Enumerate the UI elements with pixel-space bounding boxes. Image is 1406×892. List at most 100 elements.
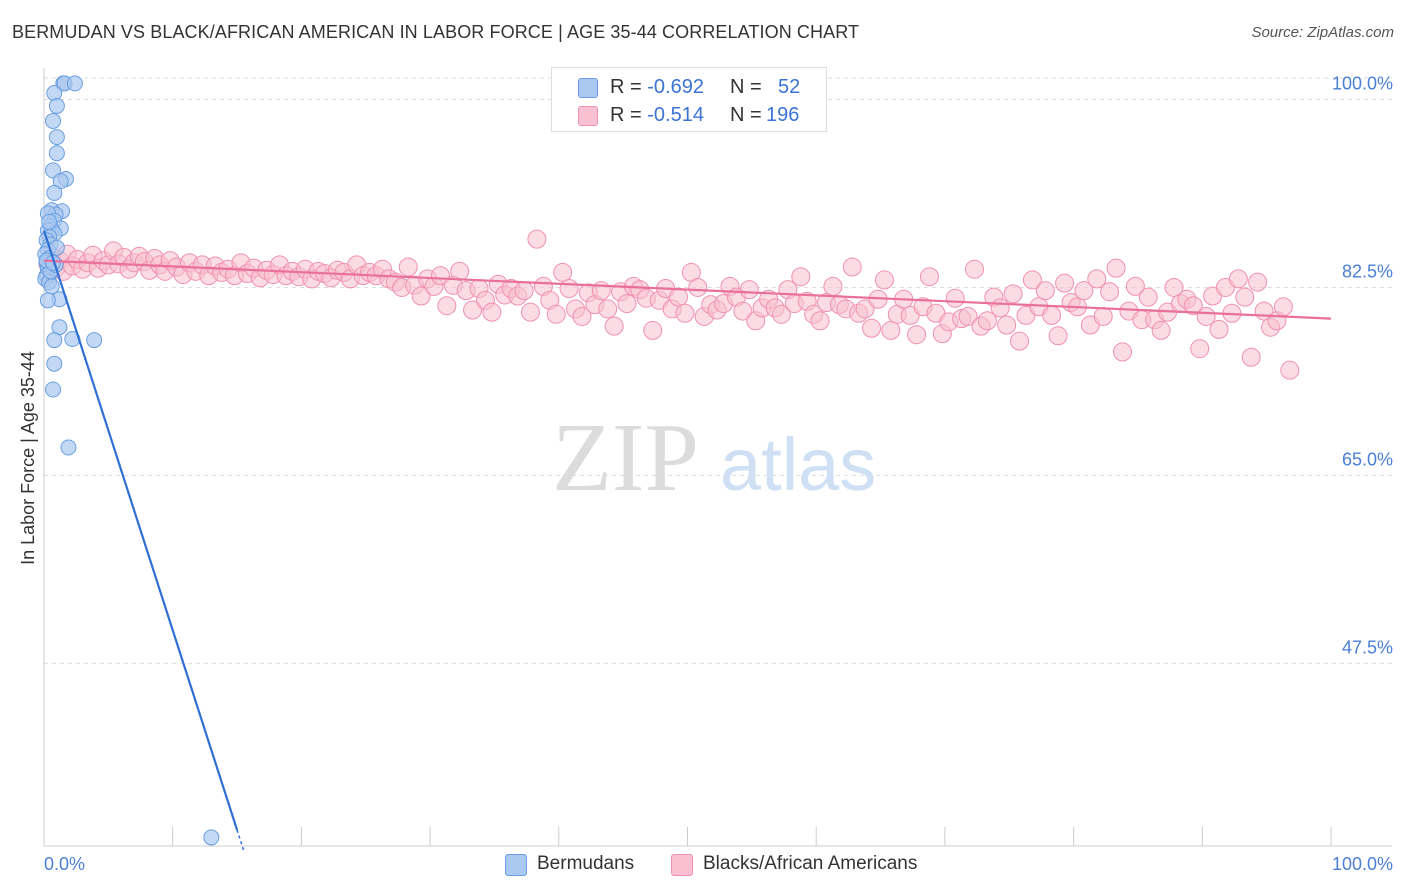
data-point-bermudan	[46, 184, 63, 201]
data-point-black	[739, 280, 759, 300]
data-point-black	[675, 303, 695, 323]
data-point-black	[450, 261, 470, 281]
data-point-black	[990, 298, 1010, 318]
data-point-black	[977, 311, 997, 331]
data-point-bermudan	[45, 162, 62, 179]
data-point-black	[881, 320, 901, 340]
legend-label-bermudans: Bermudans	[537, 853, 635, 874]
data-point-bermudan	[48, 129, 65, 146]
data-point-bermudan	[41, 213, 58, 230]
data-point-black	[572, 306, 592, 326]
data-point-black	[1003, 284, 1023, 304]
data-point-black	[1248, 272, 1268, 292]
data-point-black	[1113, 342, 1133, 362]
data-point-black	[1190, 339, 1210, 359]
stats-row-bermudans: R = -0.692 N = 52	[552, 74, 826, 102]
data-point-black	[997, 315, 1017, 335]
data-point-black	[1151, 320, 1171, 340]
watermark-atlas: atlas	[720, 423, 876, 506]
data-point-black	[1100, 282, 1120, 302]
data-point-black	[1035, 281, 1055, 301]
data-point-black	[1125, 276, 1145, 296]
data-point-black	[1048, 326, 1068, 346]
data-point-black	[617, 294, 637, 314]
grid	[44, 77, 1392, 664]
data-point-bermudan	[46, 332, 63, 349]
data-point-black	[598, 299, 618, 319]
data-point-bermudan	[43, 278, 60, 295]
data-point-black	[1280, 360, 1300, 380]
legend-label-black: Blacks/African Americans	[703, 853, 918, 874]
data-point-black	[1010, 331, 1030, 351]
data-point-black	[482, 302, 502, 322]
y-tick-label: 100.0%	[1332, 73, 1393, 93]
r-label: R =	[610, 104, 642, 126]
data-point-black	[874, 270, 894, 290]
data-point-bermudan	[66, 75, 83, 92]
series-bermudans	[37, 75, 220, 846]
data-point-black	[1022, 270, 1042, 290]
series-black-african-american	[38, 229, 1300, 380]
data-point-black	[862, 318, 882, 338]
tick-labels: 47.5% 65.0% 82.5% 100.0% 0.0% 100.0%	[44, 73, 1393, 874]
data-point-black	[1241, 347, 1261, 367]
data-point-bermudan	[46, 355, 63, 372]
data-point-black	[842, 257, 862, 277]
data-point-black	[810, 311, 830, 331]
data-point-black	[520, 302, 540, 322]
data-point-black	[1093, 306, 1113, 326]
data-point-bermudan	[203, 829, 220, 846]
data-point-black	[1074, 281, 1094, 301]
data-point-black	[958, 306, 978, 326]
legend-swatch-black	[671, 854, 693, 876]
x-tick-label: 100.0%	[1332, 854, 1393, 874]
trend-line-black	[43, 259, 1332, 320]
trend-line-bermudans-extension	[236, 829, 245, 851]
data-point-bermudan	[46, 85, 63, 102]
data-point-black	[668, 287, 688, 307]
watermark-zip: ZIP	[552, 404, 699, 512]
data-point-black	[1042, 305, 1062, 325]
data-point-bermudan	[60, 439, 77, 456]
data-point-black	[430, 266, 450, 286]
data-point-black	[771, 304, 791, 324]
r-value-black: -0.514	[647, 104, 704, 126]
x-tick-label: 0.0%	[44, 854, 85, 874]
trend-line-bermudans	[42, 230, 239, 831]
data-point-black	[945, 288, 965, 308]
stats-legend: R = -0.692 N = 52 R = -0.514 N = 196	[551, 67, 827, 132]
n-label: N =	[730, 76, 762, 98]
n-value-bermudans: 52	[778, 76, 801, 98]
data-point-black	[855, 299, 875, 319]
data-point-black	[1273, 297, 1293, 317]
data-point-black	[463, 300, 483, 320]
data-point-black	[688, 277, 708, 297]
y-tick-label: 47.5%	[1342, 637, 1393, 657]
data-point-black	[1235, 287, 1255, 307]
data-point-black	[823, 276, 843, 296]
data-point-black	[1164, 277, 1184, 297]
data-point-bermudan	[45, 381, 62, 398]
stats-row-black: R = -0.514 N = 196	[552, 102, 826, 130]
data-point-black	[398, 257, 418, 277]
data-point-black	[643, 320, 663, 340]
watermark: ZIP atlas	[552, 404, 876, 512]
data-point-black	[514, 281, 534, 301]
r-value-bermudans: -0.692	[647, 76, 704, 98]
data-point-black	[546, 304, 566, 324]
axes	[43, 68, 1392, 847]
y-tick-label: 82.5%	[1342, 261, 1393, 281]
data-point-black	[1138, 287, 1158, 307]
data-point-black	[437, 296, 457, 316]
data-point-black	[907, 325, 927, 345]
legend-swatch-bermudans	[505, 854, 527, 876]
data-point-bermudan	[48, 97, 65, 114]
n-label: N =	[730, 104, 762, 126]
trend-lines	[42, 230, 1332, 851]
data-point-black	[1055, 273, 1075, 293]
n-value-black: 196	[766, 104, 800, 126]
swatch-bermudans	[578, 78, 598, 98]
data-point-bermudan	[86, 332, 103, 349]
r-label: R =	[610, 76, 642, 98]
data-point-black	[791, 267, 811, 287]
